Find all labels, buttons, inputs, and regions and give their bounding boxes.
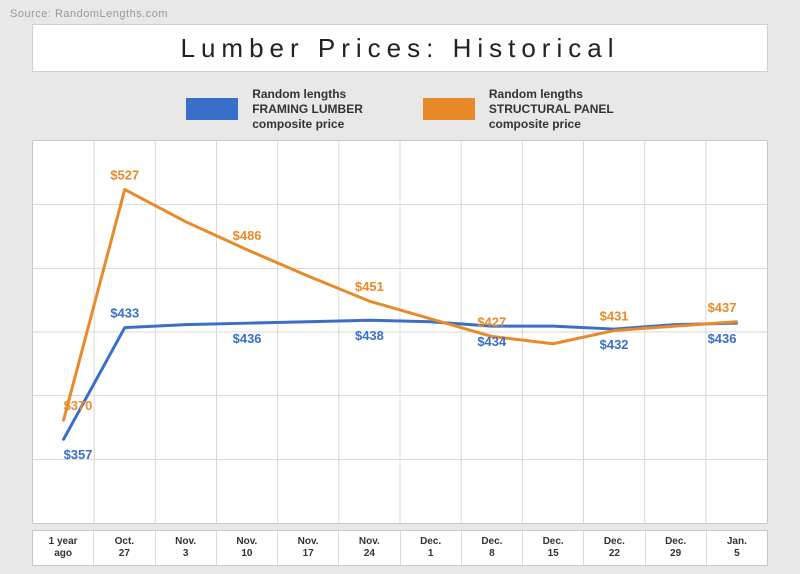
data-label: $436 [233, 331, 262, 346]
data-label: $370 [64, 398, 93, 413]
data-label: $436 [708, 331, 737, 346]
legend-label-structural: Random lengths STRUCTURAL PANEL composit… [489, 87, 614, 132]
x-tick: Oct.27 [94, 531, 155, 565]
data-label: $431 [600, 309, 629, 324]
data-label: $438 [355, 328, 384, 343]
legend-swatch-structural [423, 98, 475, 120]
legend-item-framing: Random lengths FRAMING LUMBER composite … [186, 87, 363, 132]
data-label: $437 [708, 300, 737, 315]
x-tick: Dec.22 [584, 531, 645, 565]
data-label: $357 [64, 447, 93, 462]
x-tick: Nov.3 [156, 531, 217, 565]
x-tick: Nov.24 [339, 531, 400, 565]
data-label: $427 [477, 314, 506, 329]
legend-swatch-framing [186, 98, 238, 120]
x-tick: Nov.17 [278, 531, 339, 565]
data-label: $434 [477, 334, 507, 349]
legend-label-framing: Random lengths FRAMING LUMBER composite … [252, 87, 363, 132]
data-label: $433 [110, 306, 139, 321]
data-label: $451 [355, 279, 384, 294]
data-label: $486 [233, 228, 262, 243]
x-tick: Dec.8 [462, 531, 523, 565]
data-label: $527 [110, 168, 139, 183]
x-tick: Dec.15 [523, 531, 584, 565]
data-label: $432 [600, 337, 629, 352]
source-text: Source: RandomLengths.com [10, 8, 168, 20]
x-tick: Dec.1 [401, 531, 462, 565]
chart-title: Lumber Prices: Historical [181, 33, 620, 64]
x-tick: Dec.29 [646, 531, 707, 565]
title-bar: Lumber Prices: Historical [32, 24, 768, 72]
x-axis: 1 yearagoOct.27Nov.3Nov.10Nov.17Nov.24De… [32, 530, 768, 566]
legend: Random lengths FRAMING LUMBER composite … [32, 82, 768, 136]
line-chart: $357 $433 $436 $438 $434 $432 $436 $370 $527 $486… [33, 141, 767, 523]
x-tick: Nov.10 [217, 531, 278, 565]
plot-area: $357 $433 $436 $438 $434 $432 $436 $370 $527 $486… [32, 140, 768, 524]
x-tick: Jan.5 [707, 531, 767, 565]
x-tick: 1 yearago [33, 531, 94, 565]
legend-item-structural: Random lengths STRUCTURAL PANEL composit… [423, 87, 614, 132]
